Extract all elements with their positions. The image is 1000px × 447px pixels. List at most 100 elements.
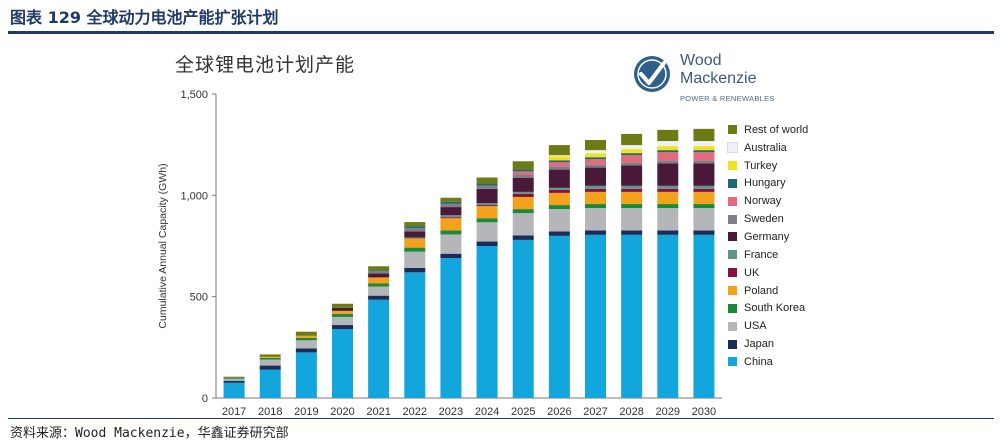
bar-segment-norway (621, 155, 643, 163)
bar-segment-south-korea (621, 204, 643, 209)
bar-segment-rest-of-world (404, 222, 426, 227)
bar-segment-france (440, 215, 462, 218)
bar-segment-south-korea (693, 204, 715, 209)
legend-label: France (744, 248, 779, 261)
bar-segment-sweden (440, 203, 462, 208)
bar-segment-japan (440, 253, 462, 259)
bar-segment-poland (368, 277, 390, 284)
bar-segment-japan (621, 230, 643, 235)
bar-segment-japan (332, 325, 353, 330)
bar-segment-poland (657, 191, 679, 205)
bar-segment-usa (548, 209, 570, 232)
chart-legend: Rest of world Australia Turkey Hungary Norwa… (727, 121, 808, 371)
bar-segment-south-korea (332, 313, 353, 317)
legend-item: South Korea (728, 299, 808, 317)
legend-label: Hungary (744, 177, 786, 190)
title-rule (8, 31, 994, 34)
source-rule (8, 418, 994, 419)
bar-segment-uk (440, 217, 462, 219)
x-tick-label: 2021 (366, 406, 390, 418)
bar-segment-china (404, 272, 426, 398)
bar-segment-france (585, 185, 606, 189)
legend-item: France (728, 246, 808, 264)
bar-segment-sweden (621, 162, 643, 166)
chart-heading: 全球锂电池计划产能 (175, 54, 356, 76)
bar-segment-japan (512, 235, 534, 240)
bar-segment-france (404, 237, 426, 239)
legend-swatch (728, 161, 737, 171)
bar-segment-rest-of-world (621, 133, 643, 146)
bar-segment-china (223, 382, 245, 398)
legend-item: Germany (728, 228, 808, 246)
bar-segment-usa (512, 213, 534, 236)
x-tick-label: 2023 (439, 406, 463, 418)
bar-segment-china (476, 246, 498, 398)
legend-item: Norway (728, 192, 808, 210)
bar-segment-hungary (440, 201, 462, 204)
bar-segment-uk (585, 188, 606, 192)
bar-segment-rest-of-world (585, 140, 606, 151)
bar-segment-south-korea (548, 205, 570, 210)
bar-segment-germany (476, 188, 498, 204)
legend-item: Sweden (728, 210, 808, 228)
bar-segment-usa (332, 316, 353, 326)
bar-segment-south-korea (657, 204, 679, 209)
bar-segment-australia (548, 155, 570, 157)
legend-label: UK (744, 266, 760, 279)
bar-segment-china (295, 352, 317, 398)
x-tick-label: 2030 (692, 406, 716, 418)
bar-segment-germany (548, 169, 570, 188)
bar-segment-usa (259, 359, 281, 366)
bar-segment-poland (332, 310, 353, 314)
bar-segment-sweden (512, 174, 534, 178)
bar-segment-sweden (476, 185, 498, 189)
legend-item: Poland (728, 282, 808, 300)
wood-mackenzie-checkmark-logo-icon (634, 56, 670, 92)
bar-segment-rest-of-world (332, 303, 353, 308)
bar-segment-poland (693, 191, 715, 205)
bar-segment-south-korea (476, 218, 498, 223)
bar-segment-hungary (368, 270, 390, 272)
bar-segment-germany (440, 207, 462, 216)
bar-segment-germany (621, 165, 643, 186)
bar-segment-china (548, 235, 570, 398)
bar-segment-poland (548, 192, 570, 206)
bar-segment-france (657, 185, 679, 189)
bar-segment-norway (693, 152, 715, 161)
legend-label: Sweden (744, 213, 784, 226)
bar-segment-usa (368, 286, 390, 296)
bar-segment-turkey (585, 153, 606, 158)
bar-segment-usa (621, 208, 643, 231)
legend-label: China (744, 355, 773, 368)
bar-segment-poland (476, 206, 498, 219)
bar-segment-usa (295, 340, 317, 349)
bar-segment-sweden (657, 160, 679, 164)
bar-segment-china (259, 369, 281, 398)
bar-segment-rest-of-world (295, 331, 317, 336)
bar-segment-australia (657, 141, 679, 147)
bar-segment-australia (621, 145, 643, 150)
bar-segment-rest-of-world (259, 354, 281, 357)
figure-title: 图表 129 全球动力电池产能扩张计划 (10, 8, 279, 27)
bar-segment-japan (259, 365, 281, 370)
legend-item: Rest of world (728, 121, 808, 139)
y-tick-label: 1,500 (180, 89, 208, 101)
legend-label: Australia (744, 141, 787, 154)
bar-segment-japan (476, 241, 498, 246)
wood-mackenzie-logo: Wood Mackenzie POWER & RENEWABLES (632, 52, 802, 110)
bar-segment-rest-of-world (476, 177, 498, 184)
legend-label: Japan (744, 338, 774, 351)
bar-segment-south-korea (440, 230, 462, 235)
bar-segment-rest-of-world (440, 197, 462, 202)
bar-segment-uk (621, 188, 643, 192)
bar-segment-france (512, 191, 534, 194)
logo-tagline: POWER & RENEWABLES (680, 94, 775, 103)
bar-segment-japan (693, 230, 715, 235)
legend-label: South Korea (744, 302, 806, 315)
bar-segment-turkey (548, 156, 570, 161)
bar-segment-china (440, 258, 462, 398)
legend-label: Poland (744, 284, 779, 297)
legend-item: USA (728, 317, 808, 335)
bar-segment-hungary (476, 183, 498, 186)
bar-segment-rest-of-world (657, 129, 679, 142)
